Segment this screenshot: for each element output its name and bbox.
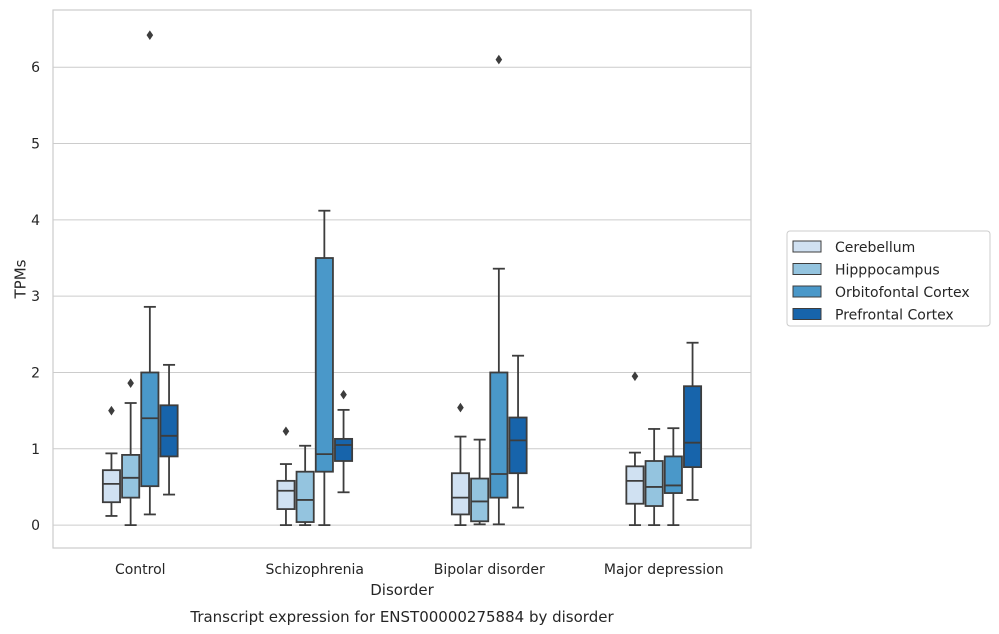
- y-tick-label: 5: [31, 137, 40, 153]
- y-tick-label: 0: [31, 518, 40, 534]
- x-axis-label: Disorder: [370, 581, 434, 599]
- box-hipppocampus: [295, 444, 315, 527]
- box-prefrontal-cortex: [159, 363, 179, 496]
- legend-label: Orbitofontal Cortex: [835, 285, 970, 301]
- box-orbitofontal-cortex: [663, 427, 683, 527]
- legend-swatch: [792, 240, 822, 253]
- chart-caption: Transcript expression for ENST0000027588…: [189, 608, 614, 626]
- box-iqr: [683, 385, 703, 469]
- x-tick-label: Bipolar disorder: [434, 562, 545, 578]
- box-iqr: [644, 460, 664, 507]
- x-tick-label: Schizophrenia: [266, 562, 364, 578]
- y-tick-label: 4: [31, 213, 40, 229]
- box-iqr: [101, 469, 121, 504]
- box-iqr: [450, 472, 470, 516]
- box-iqr: [314, 257, 334, 473]
- legend-frame: [786, 230, 991, 327]
- box-iqr: [121, 453, 141, 499]
- y-tick-label: 2: [31, 365, 40, 381]
- box-cerebellum: [276, 426, 296, 527]
- box-hipppocampus: [121, 378, 141, 527]
- box-orbitofontal-cortex: [314, 209, 334, 527]
- box-iqr: [663, 455, 683, 494]
- box-iqr: [470, 477, 490, 523]
- box-prefrontal-cortex: [683, 341, 703, 501]
- box-orbitofontal-cortex: [140, 30, 160, 516]
- box-iqr: [159, 404, 179, 458]
- legend-swatch: [792, 285, 822, 298]
- legend-swatch: [792, 308, 822, 320]
- y-tick-labels: 0 1 2 3 4 5 6: [31, 60, 40, 534]
- box-iqr: [508, 416, 528, 475]
- y-tick-label: 6: [31, 60, 40, 76]
- box-iqr: [489, 371, 509, 499]
- legend-label: Cerebellum: [835, 240, 915, 256]
- outlier-point: [495, 54, 503, 65]
- box-plots: [101, 30, 703, 527]
- legend-swatch: [792, 263, 822, 275]
- box-hipppocampus: [470, 438, 490, 526]
- box-iqr: [276, 479, 296, 510]
- box-orbitofontal-cortex: [489, 54, 509, 526]
- x-tick-labels: Control Schizophrenia Bipolar disorder Majo…: [115, 562, 724, 578]
- box-iqr: [295, 470, 315, 523]
- box-iqr: [140, 371, 160, 488]
- outlier-point: [282, 426, 290, 437]
- y-tick-label: 1: [31, 442, 40, 458]
- box-prefrontal-cortex: [508, 354, 528, 509]
- box-prefrontal-cortex: [334, 389, 354, 494]
- x-tick-label: Major depression: [604, 562, 724, 578]
- legend-label: Hipppocampus: [835, 263, 940, 279]
- legend-label: Prefrontal Cortex: [835, 308, 954, 324]
- legend: Cerebellum Hipppocampus Orbitofontal Corte…: [786, 230, 991, 327]
- box-cerebellum: [450, 402, 470, 527]
- y-axis-label: TPMs: [11, 259, 29, 299]
- outlier-point: [108, 405, 115, 416]
- box-cerebellum: [625, 371, 645, 527]
- x-tick-label: Control: [115, 562, 166, 578]
- box-iqr: [625, 465, 645, 505]
- box-cerebellum: [101, 405, 121, 517]
- outlier-point: [631, 371, 639, 382]
- outlier-point: [457, 402, 464, 413]
- outlier-point: [340, 389, 347, 400]
- y-tick-label: 3: [31, 289, 40, 305]
- box-iqr: [334, 437, 354, 462]
- outlier-point: [146, 30, 154, 40]
- outlier-point: [127, 378, 134, 388]
- plot-frame: [52, 9, 752, 549]
- box-hipppocampus: [644, 428, 664, 527]
